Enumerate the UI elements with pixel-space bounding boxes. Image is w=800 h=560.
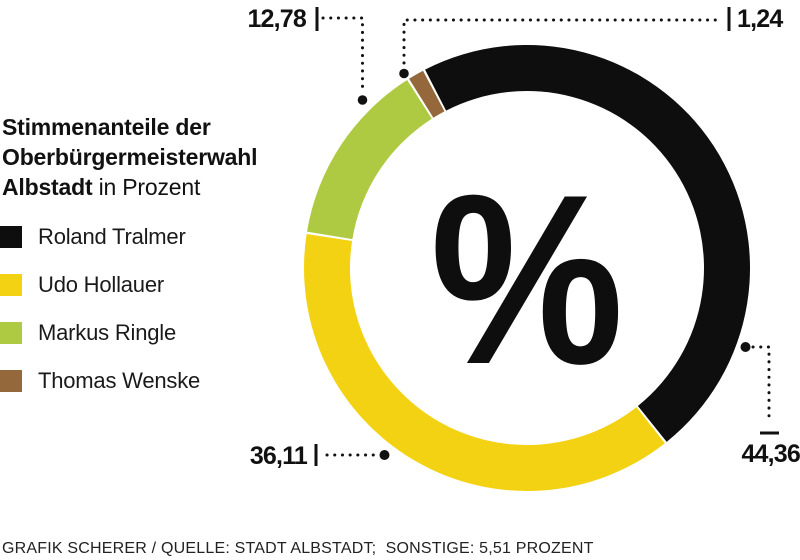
- value-label-tralmer: 44,36: [741, 440, 800, 468]
- value-label-hollauer: 36,11: [249, 442, 308, 470]
- donut-segment-udo-hollauer: [304, 233, 665, 492]
- legend-label-ringle: Markus Ringle: [38, 320, 177, 345]
- percent-symbol: %: [430, 145, 624, 415]
- donut-segment-roland-tralmer: [425, 44, 751, 442]
- leader-dot-ringle: [357, 95, 368, 105]
- title-line-3: Albstadt in Prozent: [2, 172, 302, 202]
- leader-line-wenske: [402, 18, 723, 65]
- leader-dot-wenske: [399, 68, 409, 79]
- legend-label-wenske: Thomas Wenske: [38, 368, 201, 393]
- source-credit: GRAFIK SCHERER / QUELLE: STADT ALBSTADT;…: [2, 540, 594, 557]
- value-label-wenske: 1,24: [737, 5, 783, 33]
- title-line-3-regular: in Prozent: [92, 174, 201, 200]
- leader-lines: [314, 7, 779, 466]
- leader-dot-hollauer: [379, 450, 390, 460]
- legend-swatch-ringle: [0, 322, 22, 344]
- chart-title: Stimmenanteile der Oberbürgermeisterwahl…: [2, 112, 302, 202]
- leader-line-ringle: [321, 16, 364, 92]
- legend-label-hollauer: Udo Hollauer: [38, 272, 165, 297]
- title-line-3-bold: Albstadt: [2, 174, 93, 200]
- legend-swatch-wenske: [0, 370, 22, 392]
- leader-dot-tralmer: [740, 342, 751, 352]
- title-line-2: Oberbürgermeisterwahl: [2, 144, 258, 170]
- donut-segments: [304, 44, 751, 492]
- donut-segment-markus-ringle: [306, 79, 432, 240]
- legend-item-ringle: Markus Ringle: [0, 322, 200, 344]
- legend-label-tralmer: Roland Tralmer: [38, 224, 186, 249]
- donut-segment-thomas-wenske: [409, 70, 445, 118]
- legend-item-hollauer: Udo Hollauer: [0, 274, 200, 296]
- value-label-ringle: 12,78: [247, 5, 306, 33]
- legend-item-wenske: Thomas Wenske: [0, 370, 200, 392]
- legend-swatch-tralmer: [0, 226, 22, 248]
- legend: Roland Tralmer Udo Hollauer Markus Ringl…: [0, 226, 200, 392]
- title-line-1: Stimmenanteile der: [2, 114, 211, 140]
- leader-line-tralmer: [751, 345, 771, 424]
- legend-swatch-hollauer: [0, 274, 22, 296]
- legend-item-tralmer: Roland Tralmer: [0, 226, 200, 248]
